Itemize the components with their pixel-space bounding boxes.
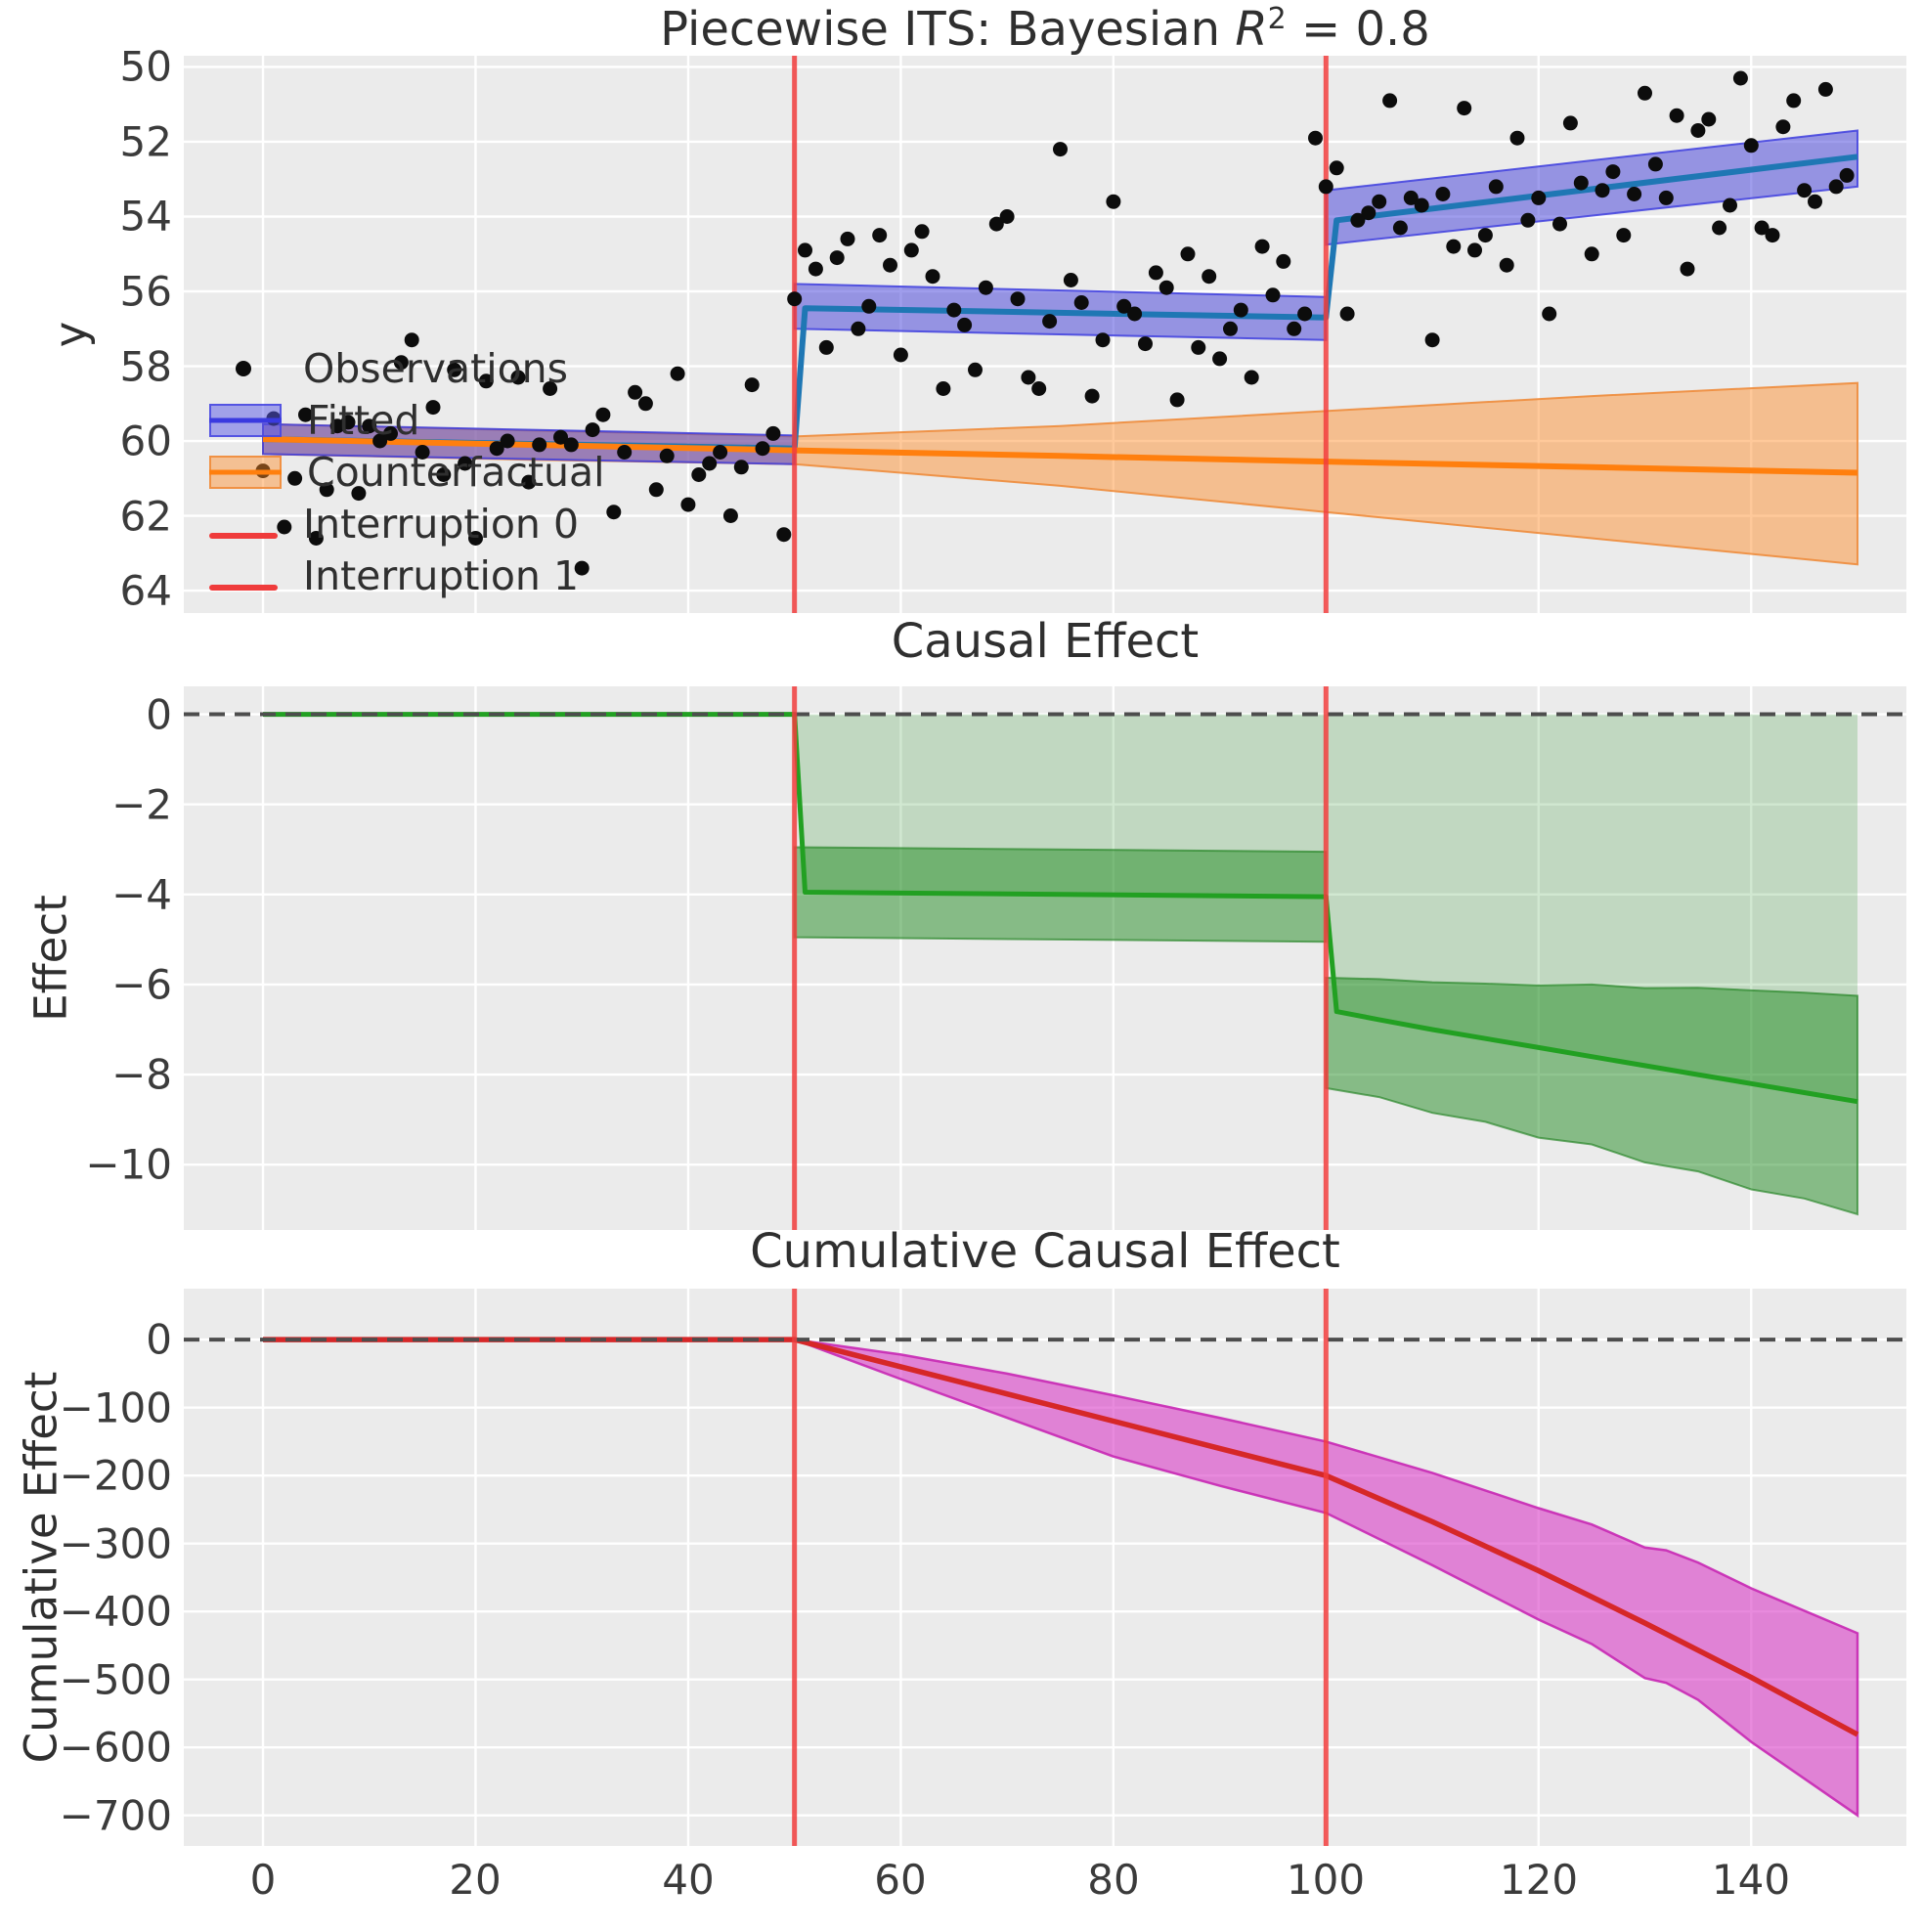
interruption-line-icon: [209, 584, 278, 591]
bottom-y-tick-label: −200: [59, 1451, 172, 1500]
top-y-tick-label: 60: [119, 417, 172, 465]
x-tick-label: 0: [249, 1856, 277, 1904]
legend-label: Interruption 1: [303, 551, 580, 599]
top-y-axis-label: y: [44, 321, 97, 348]
x-tick-label: 100: [1286, 1856, 1366, 1904]
x-tick-label: 20: [449, 1856, 502, 1904]
cumulative-mean-line: [263, 1337, 1859, 1737]
middle-y-axis-label: Effect: [24, 895, 77, 1022]
legend-label: Counterfactual: [307, 448, 605, 496]
bottom-panel-title: Cumulative Causal Effect: [750, 1224, 1340, 1279]
top-panel-title: Piecewise ITS: Bayesian R2 = 0.8: [660, 2, 1430, 57]
top-y-tick-label: 58: [119, 342, 172, 391]
legend-label: Observations: [303, 344, 569, 392]
top-y-tick-label: 54: [119, 192, 172, 241]
top-y-tick-label: 62: [119, 492, 172, 541]
legend-item-interruption-0: Interruption 0: [209, 498, 605, 549]
bottom-y-tick-label: 0: [146, 1315, 172, 1364]
plot-area: [255, 56, 1858, 613]
x-tick-label: 80: [1087, 1856, 1140, 1904]
x-tick-label: 60: [874, 1856, 927, 1904]
middle-y-tick-label: −10: [85, 1140, 172, 1189]
gridlines: [184, 56, 1906, 613]
observations-dot-icon: [209, 354, 278, 383]
x-tick-label: 40: [662, 1856, 715, 1904]
panel-middle: [184, 686, 1906, 1230]
legend-item-interruption-1: Interruption 1: [209, 549, 605, 601]
bottom-y-tick-label: −600: [59, 1723, 172, 1772]
middle-y-tick-label: 0: [146, 690, 172, 739]
legend-item-observations: Observations: [209, 342, 605, 394]
legend: Observations Fitted Counterfactual Inter…: [209, 342, 605, 601]
interruption-line-icon: [209, 532, 278, 539]
bottom-y-tick-label: −700: [59, 1791, 172, 1840]
top-y-tick-label: 50: [119, 42, 172, 91]
plot-area: [184, 686, 1906, 1230]
legend-label: Interruption 0: [303, 500, 580, 548]
counterfactual-band-icon: [209, 455, 282, 489]
x-tick-label: 120: [1499, 1856, 1579, 1904]
middle-panel-title: Causal Effect: [891, 614, 1200, 669]
bottom-y-tick-label: −400: [59, 1587, 172, 1636]
plot-area: [184, 1289, 1906, 1846]
middle-y-tick-label: −8: [111, 1050, 172, 1099]
panel-bottom: [184, 1289, 1906, 1846]
middle-y-tick-label: −4: [111, 870, 172, 919]
observations-scatter: [255, 70, 1855, 576]
legend-item-fitted: Fitted: [209, 394, 605, 446]
x-tick-label: 140: [1711, 1856, 1791, 1904]
top-y-tick-label: 64: [119, 566, 172, 615]
legend-item-counterfactual: Counterfactual: [209, 446, 605, 498]
panel-top: [184, 56, 1906, 613]
middle-y-tick-label: −6: [111, 960, 172, 1009]
fitted-band-icon: [209, 403, 282, 437]
legend-label: Fitted: [307, 396, 420, 444]
top-y-tick-label: 52: [119, 117, 172, 166]
bottom-y-tick-label: −300: [59, 1519, 172, 1568]
top-y-tick-label: 56: [119, 267, 172, 316]
cumulative-hdi-band: [794, 1338, 1859, 1819]
bottom-y-tick-label: −500: [59, 1655, 172, 1704]
effect-mean-line: [263, 712, 1858, 1105]
bottom-y-tick-label: −100: [59, 1383, 172, 1432]
effect-hdi-band-1: [1325, 976, 1858, 1216]
middle-y-tick-label: −2: [111, 780, 172, 829]
counterfactual-mean-line: [262, 436, 1858, 476]
